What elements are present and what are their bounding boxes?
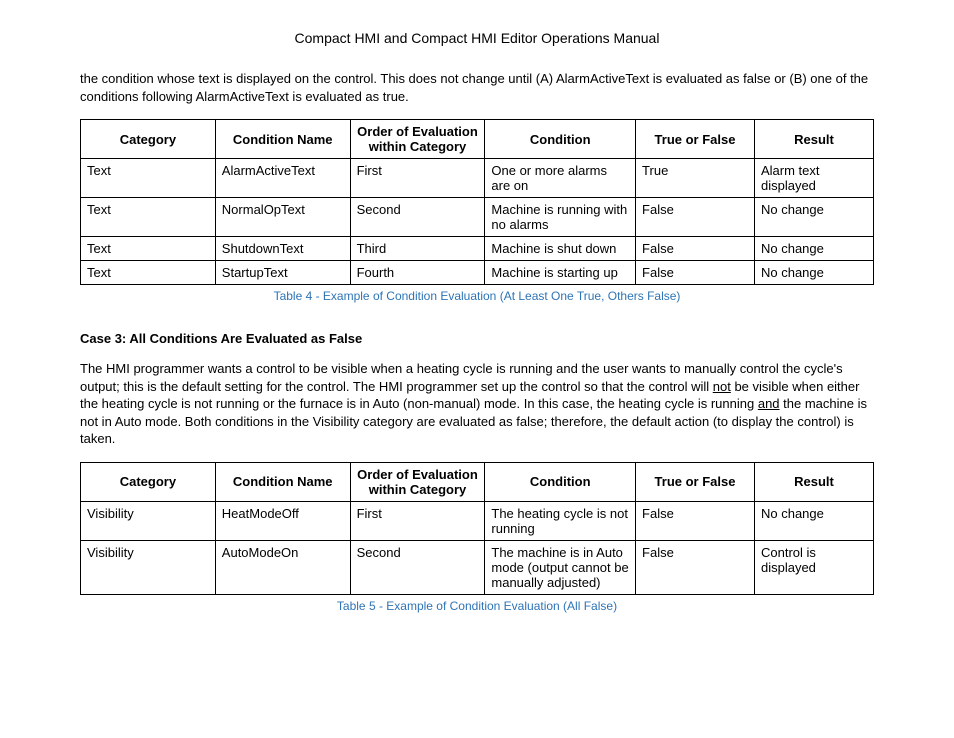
cell: False: [636, 501, 755, 540]
cell: No change: [754, 237, 873, 261]
cell: Control is displayed: [754, 540, 873, 594]
cell: Text: [81, 159, 216, 198]
table-row: Text ShutdownText Third Machine is shut …: [81, 237, 874, 261]
col-header: Order of Evaluation within Category: [350, 462, 485, 501]
cell: Second: [350, 540, 485, 594]
cell: HeatModeOff: [215, 501, 350, 540]
table-4-caption: Table 4 - Example of Condition Evaluatio…: [80, 289, 874, 303]
table-5-caption: Table 5 - Example of Condition Evaluatio…: [80, 599, 874, 613]
cell: The machine is in Auto mode (output cann…: [485, 540, 636, 594]
cell: No change: [754, 501, 873, 540]
underline-and: and: [758, 396, 780, 411]
cell: First: [350, 501, 485, 540]
cell: Text: [81, 198, 216, 237]
cell: NormalOpText: [215, 198, 350, 237]
cell: StartupText: [215, 261, 350, 285]
cell: One or more alarms are on: [485, 159, 636, 198]
cell: Text: [81, 261, 216, 285]
cell: Alarm text displayed: [754, 159, 873, 198]
cell: False: [636, 261, 755, 285]
table-row: Text AlarmActiveText First One or more a…: [81, 159, 874, 198]
col-header: True or False: [636, 120, 755, 159]
col-header: Condition Name: [215, 462, 350, 501]
doc-title: Compact HMI and Compact HMI Editor Opera…: [80, 30, 874, 46]
cell: False: [636, 540, 755, 594]
cell: True: [636, 159, 755, 198]
table-header-row: Category Condition Name Order of Evaluat…: [81, 462, 874, 501]
cell: Machine is shut down: [485, 237, 636, 261]
col-header: Category: [81, 120, 216, 159]
cell: The heating cycle is not running: [485, 501, 636, 540]
table-4: Category Condition Name Order of Evaluat…: [80, 119, 874, 285]
col-header: Category: [81, 462, 216, 501]
cell: Second: [350, 198, 485, 237]
col-header: Condition: [485, 462, 636, 501]
table-row: Visibility AutoModeOn Second The machine…: [81, 540, 874, 594]
col-header: Condition: [485, 120, 636, 159]
cell: Text: [81, 237, 216, 261]
col-header: Result: [754, 120, 873, 159]
cell: Third: [350, 237, 485, 261]
cell: False: [636, 237, 755, 261]
table-row: Text StartupText Fourth Machine is start…: [81, 261, 874, 285]
cell: Machine is running with no alarms: [485, 198, 636, 237]
cell: ShutdownText: [215, 237, 350, 261]
table-row: Text NormalOpText Second Machine is runn…: [81, 198, 874, 237]
case-3-heading: Case 3: All Conditions Are Evaluated as …: [80, 331, 874, 346]
table-5: Category Condition Name Order of Evaluat…: [80, 462, 874, 595]
cell: No change: [754, 261, 873, 285]
col-header: Condition Name: [215, 120, 350, 159]
table-header-row: Category Condition Name Order of Evaluat…: [81, 120, 874, 159]
cell: First: [350, 159, 485, 198]
underline-not: not: [713, 379, 731, 394]
cell: Machine is starting up: [485, 261, 636, 285]
col-header: Result: [754, 462, 873, 501]
table-row: Visibility HeatModeOff First The heating…: [81, 501, 874, 540]
cell: Visibility: [81, 501, 216, 540]
case-3-paragraph: The HMI programmer wants a control to be…: [80, 360, 874, 448]
cell: No change: [754, 198, 873, 237]
cell: AlarmActiveText: [215, 159, 350, 198]
cell: False: [636, 198, 755, 237]
cell: Fourth: [350, 261, 485, 285]
cell: AutoModeOn: [215, 540, 350, 594]
col-header: True or False: [636, 462, 755, 501]
col-header: Order of Evaluation within Category: [350, 120, 485, 159]
intro-paragraph: the condition whose text is displayed on…: [80, 70, 874, 105]
cell: Visibility: [81, 540, 216, 594]
